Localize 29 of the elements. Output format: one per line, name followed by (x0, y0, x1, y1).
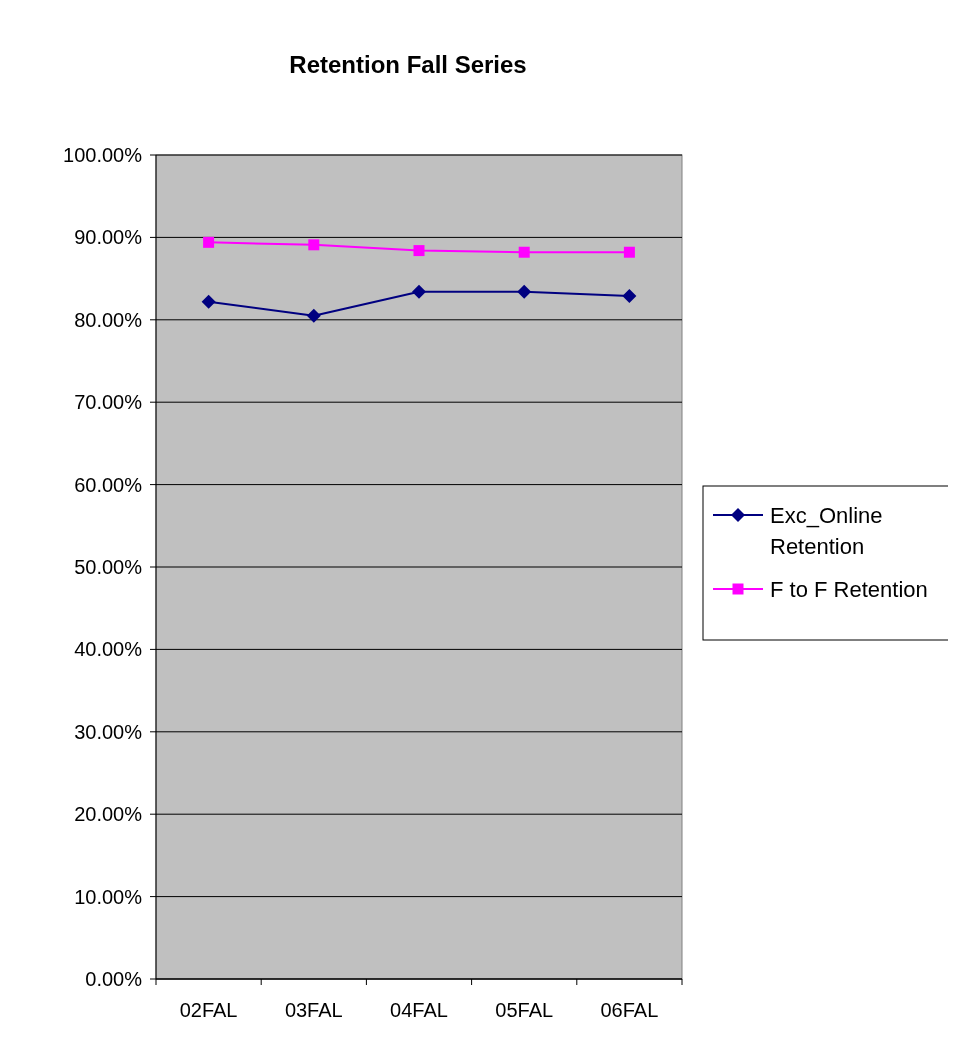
y-tick-label: 10.00% (74, 885, 143, 908)
y-tick-label: 90.00% (74, 226, 143, 249)
point (622, 288, 637, 303)
y-tick-label: 50.00% (74, 556, 143, 578)
y-tick-label: 30.00% (74, 720, 143, 743)
point (308, 239, 320, 251)
x-tick-label: 02FAL (179, 999, 238, 1021)
point (412, 284, 426, 299)
y-tick-label: 100.00% (63, 144, 143, 166)
x-tick-label: 04FAL (390, 999, 448, 1021)
point (517, 284, 532, 299)
y-tick-label: 40.00% (74, 638, 143, 661)
point (203, 236, 215, 248)
point (518, 246, 530, 258)
point (201, 294, 216, 309)
chart-title: Retention Fall Series (289, 51, 527, 78)
x-tick-label: 03FAL (284, 999, 343, 1021)
point (306, 308, 321, 323)
point (623, 246, 635, 258)
y-tick-label: 20.00% (74, 803, 143, 826)
y-tick-label: 80.00% (74, 308, 143, 331)
point (413, 245, 425, 257)
legend-label: Exc_Online Retention (770, 502, 883, 559)
legend-label: F to F Retention (770, 576, 928, 602)
x-tick-label: 06FAL (600, 999, 659, 1021)
y-tick-label: 0.00% (85, 968, 143, 990)
x-tick-label: 05FAL (495, 999, 554, 1021)
y-tick-label: 70.00% (74, 391, 143, 414)
y-tick-label: 60.00% (74, 473, 143, 496)
